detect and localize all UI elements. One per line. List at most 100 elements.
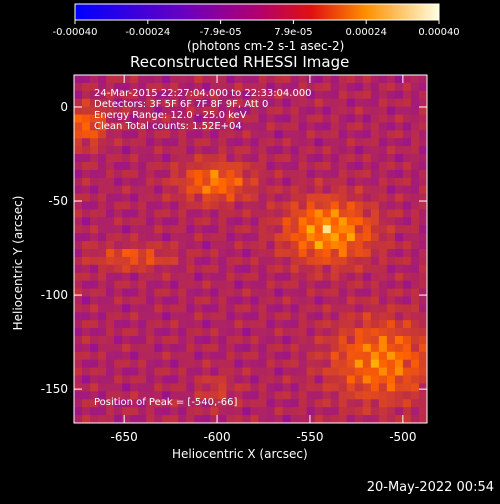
heatmap-cell	[386, 415, 396, 424]
heatmap-cell	[162, 367, 171, 376]
heatmap-cell	[122, 122, 131, 131]
heatmap-cell	[234, 407, 243, 416]
y-tick-label: -100	[41, 288, 68, 302]
heatmap-cell	[306, 177, 316, 187]
heatmap-cell	[106, 383, 115, 392]
heatmap-cell	[362, 383, 372, 392]
heatmap-cell	[154, 177, 163, 187]
heatmap-cell	[162, 217, 171, 226]
heatmap-cell	[122, 162, 131, 171]
heatmap-cell	[402, 177, 412, 187]
heatmap-cell	[314, 415, 324, 424]
heatmap-cell	[194, 312, 203, 321]
heatmap-cell	[410, 328, 420, 337]
heatmap-cell	[218, 280, 227, 289]
heatmap-cell	[154, 75, 163, 84]
heatmap-cell	[322, 185, 332, 195]
heatmap-cell	[338, 359, 348, 369]
heatmap-cell	[106, 256, 115, 266]
heatmap-cell	[418, 169, 428, 179]
heatmap-cell	[282, 114, 292, 123]
heatmap-cell	[274, 407, 283, 416]
heatmap-cell	[402, 146, 412, 155]
heatmap-cell	[362, 343, 372, 353]
heatmap-cell	[194, 296, 203, 305]
heatmap-cell	[82, 399, 91, 408]
heatmap-cell	[410, 383, 420, 392]
heatmap-cell	[202, 233, 211, 242]
heatmap-cell	[418, 162, 428, 171]
heatmap-cell	[338, 256, 348, 266]
heatmap-cell	[386, 375, 396, 384]
heatmap-cell	[218, 256, 227, 266]
heatmap-cell	[242, 415, 251, 424]
heatmap-cell	[178, 328, 187, 337]
heatmap-cell	[242, 138, 251, 147]
heatmap-cell	[322, 98, 332, 108]
heatmap-cell	[258, 407, 267, 416]
heatmap-cell	[234, 82, 243, 92]
heatmap-cell	[146, 177, 155, 187]
heatmap-cell	[394, 399, 404, 408]
heatmap-cell	[378, 177, 388, 187]
heatmap-cell	[170, 241, 179, 250]
heatmap-cell	[306, 264, 316, 274]
heatmap-cell	[258, 320, 267, 329]
heatmap-cell	[370, 241, 380, 250]
heatmap-cell	[330, 154, 340, 163]
heatmap-cell	[90, 359, 99, 369]
heatmap-cell	[346, 343, 356, 353]
heatmap-cell	[354, 154, 364, 163]
heatmap-cell	[298, 280, 308, 289]
heatmap-cell	[162, 383, 171, 392]
heatmap-cell	[378, 383, 388, 392]
heatmap-cell	[162, 336, 171, 345]
heatmap-cell	[218, 185, 227, 195]
heatmap-cell	[322, 264, 332, 274]
x-axis-label: Heliocentric X (arcsec)	[172, 447, 308, 461]
heatmap-cell	[154, 193, 163, 202]
heatmap-cell	[114, 375, 123, 384]
heatmap-cell	[370, 75, 380, 84]
heatmap-cell	[114, 106, 123, 115]
y-tick-label: -50	[48, 194, 68, 208]
heatmap-cell	[378, 320, 388, 329]
heatmap-cell	[162, 146, 171, 155]
heatmap-cell	[90, 407, 99, 416]
heatmap-cell	[82, 209, 91, 218]
heatmap-cell	[394, 209, 404, 218]
heatmap-cell	[234, 304, 243, 313]
heatmap-cell	[322, 296, 332, 305]
heatmap-cell	[330, 328, 340, 337]
heatmap-cell	[218, 328, 227, 337]
heatmap-cell	[138, 241, 147, 250]
heatmap-cell	[274, 146, 283, 155]
heatmap-cell	[290, 264, 300, 274]
heatmap-cell	[90, 367, 99, 376]
heatmap-cell	[322, 391, 332, 400]
heatmap-cell	[202, 201, 211, 210]
heatmap-cell	[90, 130, 99, 139]
heatmap-cell	[82, 146, 91, 155]
heatmap-cell	[146, 217, 155, 226]
heatmap-cell	[346, 241, 356, 250]
heatmap-cell	[322, 256, 332, 266]
heatmap-cell	[90, 280, 99, 289]
heatmap-cell	[210, 162, 219, 171]
heatmap-cell	[410, 256, 420, 266]
heatmap-cell	[330, 280, 340, 289]
heatmap-cell	[330, 75, 340, 84]
heatmap-cell	[218, 114, 227, 123]
heatmap-cell	[138, 233, 147, 242]
heatmap-cell	[106, 130, 115, 139]
heatmap-cell	[170, 336, 179, 345]
heatmap-cell	[178, 249, 187, 258]
heatmap-cell	[154, 90, 163, 100]
heatmap-cell	[306, 106, 316, 115]
heatmap-cell	[242, 98, 251, 108]
heatmap-cell	[394, 407, 404, 416]
heatmap-cell	[106, 209, 115, 218]
heatmap-cell	[266, 162, 275, 171]
heatmap-cell	[114, 249, 123, 258]
heatmap-cell	[218, 383, 227, 392]
